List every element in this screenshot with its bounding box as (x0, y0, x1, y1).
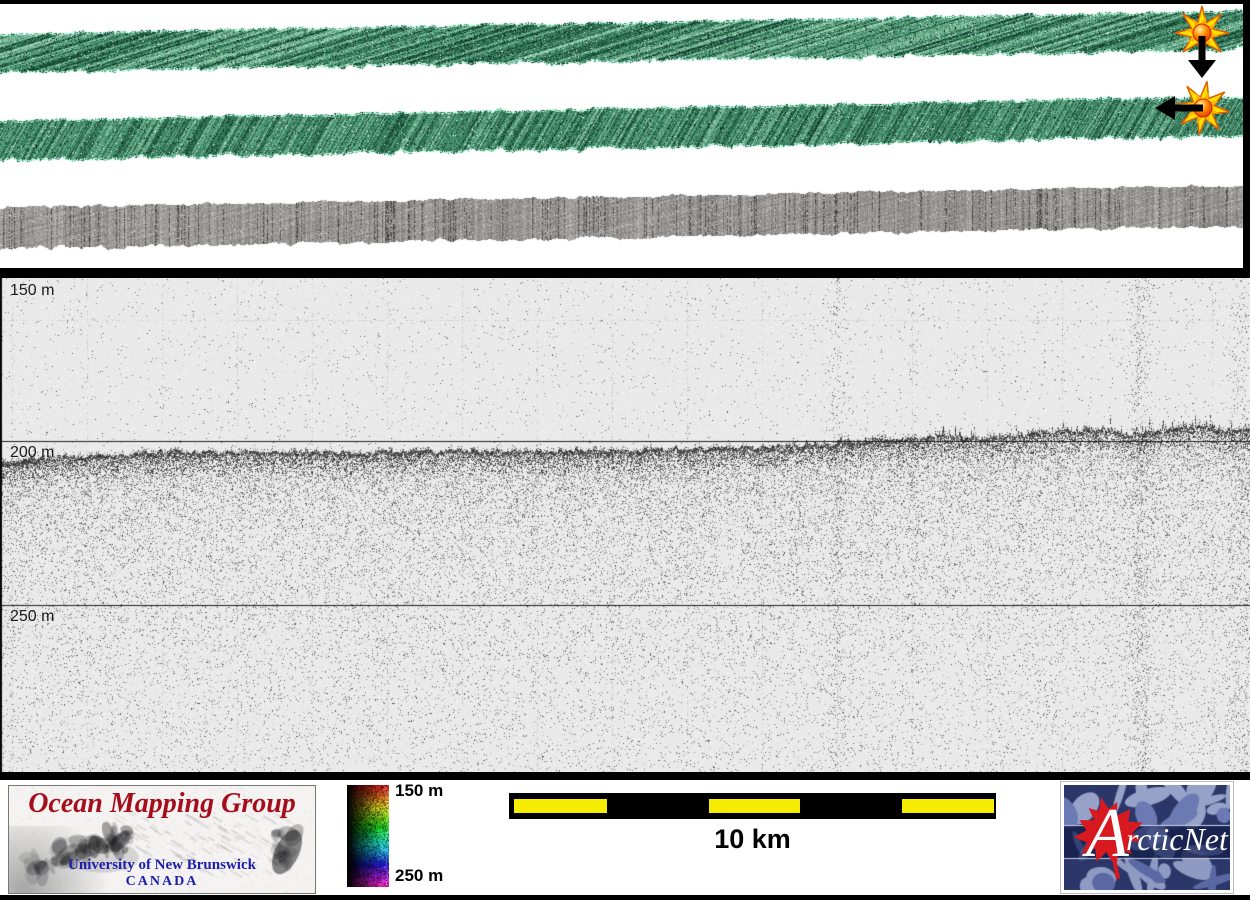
scale-bar-segment (514, 799, 607, 813)
colorbar-max-label: 150 m (395, 781, 444, 800)
panel-divider (0, 772, 1250, 780)
omg-logo-texture (9, 786, 315, 893)
scale-bar-segment (709, 799, 800, 813)
depth-label-150: 150 m (10, 282, 55, 299)
map-scale-bar (509, 793, 996, 819)
arcticnet-wordmark: rcticNet (1126, 821, 1228, 857)
scale-bar-segment (902, 799, 994, 813)
arrow-down-icon (1188, 36, 1216, 78)
bottom-border (0, 895, 1250, 900)
swath-mosaic-background (0, 4, 1243, 268)
colorbar-min-label: 250 m (395, 866, 444, 885)
depth-label-250: 250 m (10, 608, 55, 625)
scale-bar-label: 10 km (714, 824, 791, 854)
omg-country-label: CANADA (125, 874, 199, 889)
arrow-left-icon (1155, 96, 1203, 120)
survey-line-markers (1155, 5, 1230, 135)
echogram-canvas (0, 278, 1250, 772)
footer-bar: Ocean Mapping Group University of New Br… (0, 780, 1250, 895)
depth-label-200: 200 m (10, 444, 55, 461)
depth-colorbar (347, 785, 389, 887)
swath-mosaic-panel (0, 0, 1250, 278)
arcticnet-logo-inner: A rcticNet (1064, 785, 1230, 890)
swath-mosaic-canvas (0, 4, 1243, 268)
maple-leaf-icon (1073, 797, 1143, 880)
omg-logo: Ocean Mapping Group University of New Br… (8, 785, 316, 894)
arcticnet-logo: A rcticNet (1060, 781, 1234, 894)
echogram-panel: 150 m 200 m 250 m (0, 278, 1250, 772)
omg-logo-title: Ocean Mapping Group (28, 788, 296, 819)
omg-university-label: University of New Brunswick (68, 857, 256, 873)
arcticnet-wordmark-initial: A (1086, 795, 1129, 872)
